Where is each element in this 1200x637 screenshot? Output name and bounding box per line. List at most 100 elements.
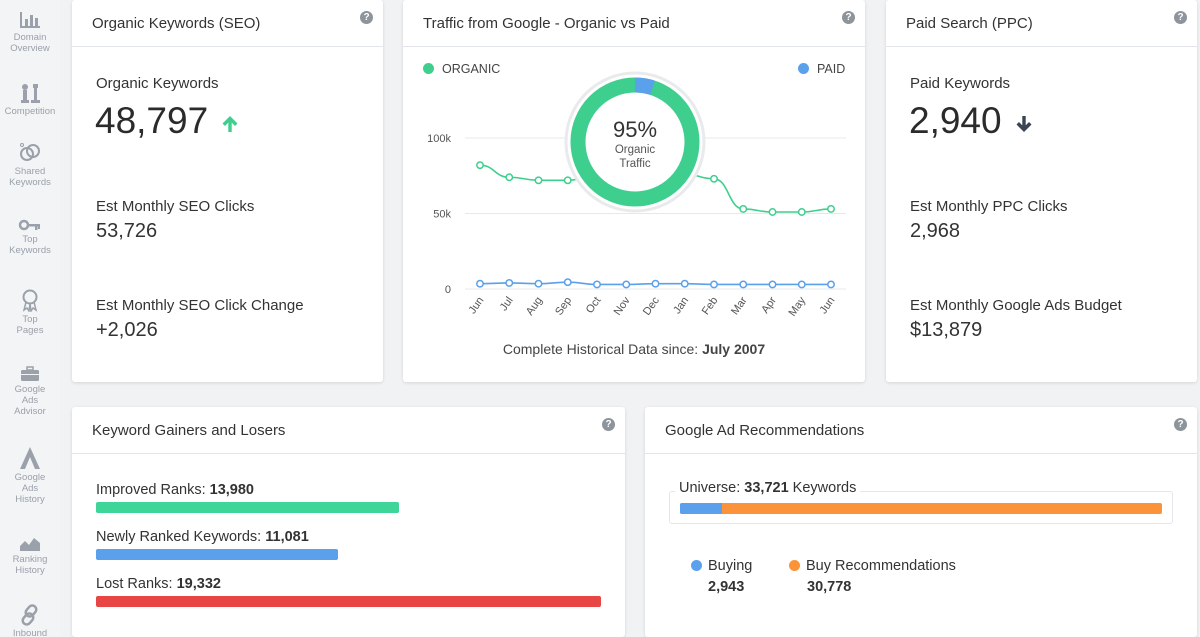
organic-keywords-value: 48,797 [95,100,240,142]
data-point [563,176,572,185]
legend-dot [423,63,434,74]
universe-bar [680,503,1162,514]
row-value: 19,332 [176,576,221,592]
row-label: Lost Ranks: [96,576,173,592]
data-point [827,280,835,289]
legend-label: Buying [708,558,753,574]
data-point [622,280,631,289]
data-point [651,279,660,288]
lost-ranks-label: Lost Ranks: 19,332 [96,576,221,592]
sidebar-item-label: Keywords [9,177,51,188]
ads-budget-value: $13,879 [910,319,983,341]
x-tick-label: Nov [612,294,633,317]
arrow-down-icon [1016,116,1032,132]
x-tick-label: Jun [817,295,837,316]
data-point [476,161,484,170]
sidebar-item-google-ads-history[interactable]: Google Ads History [0,446,60,505]
sidebar-item-label: Google [14,384,46,395]
link-icon [21,604,38,626]
x-tick-label: Feb [700,295,721,317]
data-point [768,280,777,289]
sidebar-item-google-ads-advisor[interactable]: Google Ads Advisor [0,366,60,417]
universe-label: Universe: 33,721 Keywords [675,480,861,496]
google-ad-recommendations-card: Google Ad Recommendations ? Universe: 33… [645,407,1197,637]
card-title: Keyword Gainers and Losers [72,407,625,454]
historical-data-prefix: Complete Historical Data since: [502,341,699,357]
legend-buying: Buying [691,558,752,574]
sidebar-item-competition[interactable]: Competition [0,82,60,117]
improved-ranks-bar [96,502,399,513]
y-tick-label: 0 [445,284,451,296]
organic-keywords-label: Organic Keywords [96,75,219,92]
paid-keywords-label: Paid Keywords [910,75,1011,92]
row-value: 13,980 [209,482,254,498]
ppc-clicks-value: 2,968 [910,220,961,242]
help-icon[interactable]: ? [360,11,373,24]
data-point [680,279,689,288]
sidebar-item-ranking-history[interactable]: Ranking History [0,534,60,576]
sidebar-item-label: Overview [10,43,50,54]
sidebar-item-top-keywords[interactable]: Top Keywords [0,218,60,256]
sidebar-item-label: Competition [4,106,56,117]
buy-recommendations-value: 30,778 [807,579,852,595]
letter-a-icon [20,447,40,469]
series-line-organic [479,164,832,213]
help-icon[interactable]: ? [1174,11,1187,24]
data-point [505,173,514,182]
sidebar-item-top-pages[interactable]: Top Pages [0,288,60,336]
row-label: Newly Ranked Keywords: [96,529,262,545]
row-label: Improved Ranks: [96,482,206,498]
card-title: Google Ad Recommendations [645,407,1197,454]
series-line-paid [479,281,831,286]
x-tick-label: Jan [671,295,691,316]
help-icon[interactable]: ? [602,418,615,431]
sidebar-item-label: Google [14,472,46,483]
traffic-card: Traffic from Google - Organic vs Paid ? … [403,0,865,382]
sidebar-item-domain-overview[interactable]: Domain Overview [0,10,60,54]
buying-value: 2,943 [708,579,745,595]
chess-pieces-icon [21,84,40,103]
universe-value: 33,721 [744,480,789,496]
key-icon [18,219,40,231]
paid-keywords-value: 2,940 [909,100,1034,142]
help-icon[interactable]: ? [842,11,855,24]
data-point [505,279,514,287]
y-tick-label: 50k [433,209,451,221]
universe-prefix: Universe: [679,480,741,496]
sidebar-item-label: Top [22,314,38,325]
area-chart-icon [20,538,40,551]
x-tick-label: Oct [584,295,604,316]
x-tick-label: Jul [498,295,516,313]
sidebar-item-label: Shared [14,166,46,177]
seo-click-change-label: Est Monthly SEO Click Change [96,297,304,314]
ppc-clicks-label: Est Monthly PPC Clicks [910,198,1068,215]
data-point [739,280,748,289]
linked-circles-icon [20,143,40,161]
legend-organic[interactable]: ORGANIC [423,62,500,76]
sidebar-item-label: Domain [13,32,47,43]
row-value: 11,081 [265,529,309,545]
data-point [739,205,748,213]
keyword-gainers-losers-card: Keyword Gainers and Losers ? Improved Ra… [72,407,625,637]
legend-paid[interactable]: PAID [798,62,845,76]
sidebar-item-label: History [15,565,45,576]
award-ribbon-icon [22,289,38,312]
x-tick-label: Dec [641,294,662,317]
sidebar-item-inbound[interactable]: Inbound [0,604,60,637]
x-tick-label: Jun [466,295,486,316]
traffic-line-chart: 100k 50k 0 Jun Jul Aug Sep Oct Nov Dec Jan Feb Mar Ap… [427,71,846,319]
legend-buy-recommendations: Buy Recommendations [789,558,956,574]
paid-keywords-number: 2,940 [909,100,1002,141]
help-icon[interactable]: ? [1174,418,1187,431]
sidebar-item-label: Advisor [14,406,46,417]
data-point [593,170,601,179]
card-title: Organic Keywords (SEO) [72,0,383,47]
card-title: Paid Search (PPC) [886,0,1197,47]
sidebar-item-shared-keywords[interactable]: Shared Keywords [0,142,60,188]
historical-data-note: Complete Historical Data since: July 200… [403,341,865,357]
data-point [593,280,601,289]
newly-ranked-bar [96,549,338,560]
data-point [710,174,718,183]
bar-chart-icon [20,12,40,28]
y-tick-label: 100k [427,133,451,145]
